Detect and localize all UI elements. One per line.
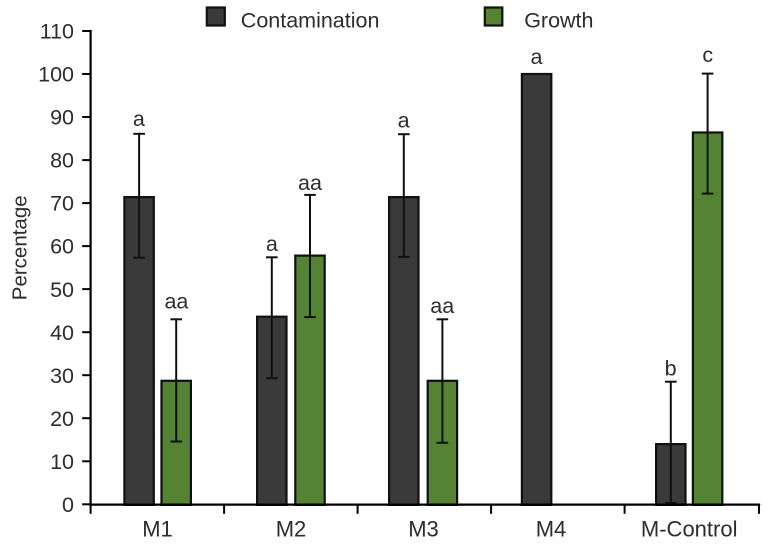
- svg-text:Contamination: Contamination: [241, 8, 380, 32]
- svg-text:90: 90: [50, 106, 74, 130]
- svg-text:M2: M2: [276, 516, 307, 541]
- svg-text:100: 100: [38, 63, 74, 87]
- svg-text:a: a: [531, 45, 543, 69]
- svg-text:0: 0: [62, 493, 74, 517]
- svg-text:M3: M3: [408, 516, 439, 541]
- svg-text:aa: aa: [430, 294, 454, 318]
- svg-text:Percentage: Percentage: [9, 195, 32, 300]
- svg-text:M1: M1: [142, 516, 173, 541]
- svg-text:M4: M4: [536, 516, 567, 541]
- svg-text:a: a: [398, 108, 410, 132]
- svg-text:60: 60: [50, 235, 74, 259]
- svg-text:a: a: [266, 232, 278, 256]
- svg-text:M-Control: M-Control: [641, 516, 738, 541]
- svg-text:110: 110: [40, 20, 74, 44]
- svg-text:aa: aa: [164, 290, 188, 314]
- svg-text:30: 30: [50, 364, 74, 388]
- svg-text:70: 70: [50, 192, 74, 216]
- svg-text:Growth: Growth: [524, 8, 593, 32]
- svg-text:20: 20: [50, 407, 74, 431]
- svg-text:b: b: [665, 357, 677, 381]
- svg-text:40: 40: [50, 321, 74, 345]
- svg-text:a: a: [133, 107, 145, 131]
- svg-text:10: 10: [50, 450, 74, 474]
- svg-text:c: c: [702, 43, 713, 67]
- svg-text:80: 80: [50, 149, 74, 173]
- svg-text:50: 50: [50, 278, 74, 302]
- svg-text:aa: aa: [298, 171, 322, 195]
